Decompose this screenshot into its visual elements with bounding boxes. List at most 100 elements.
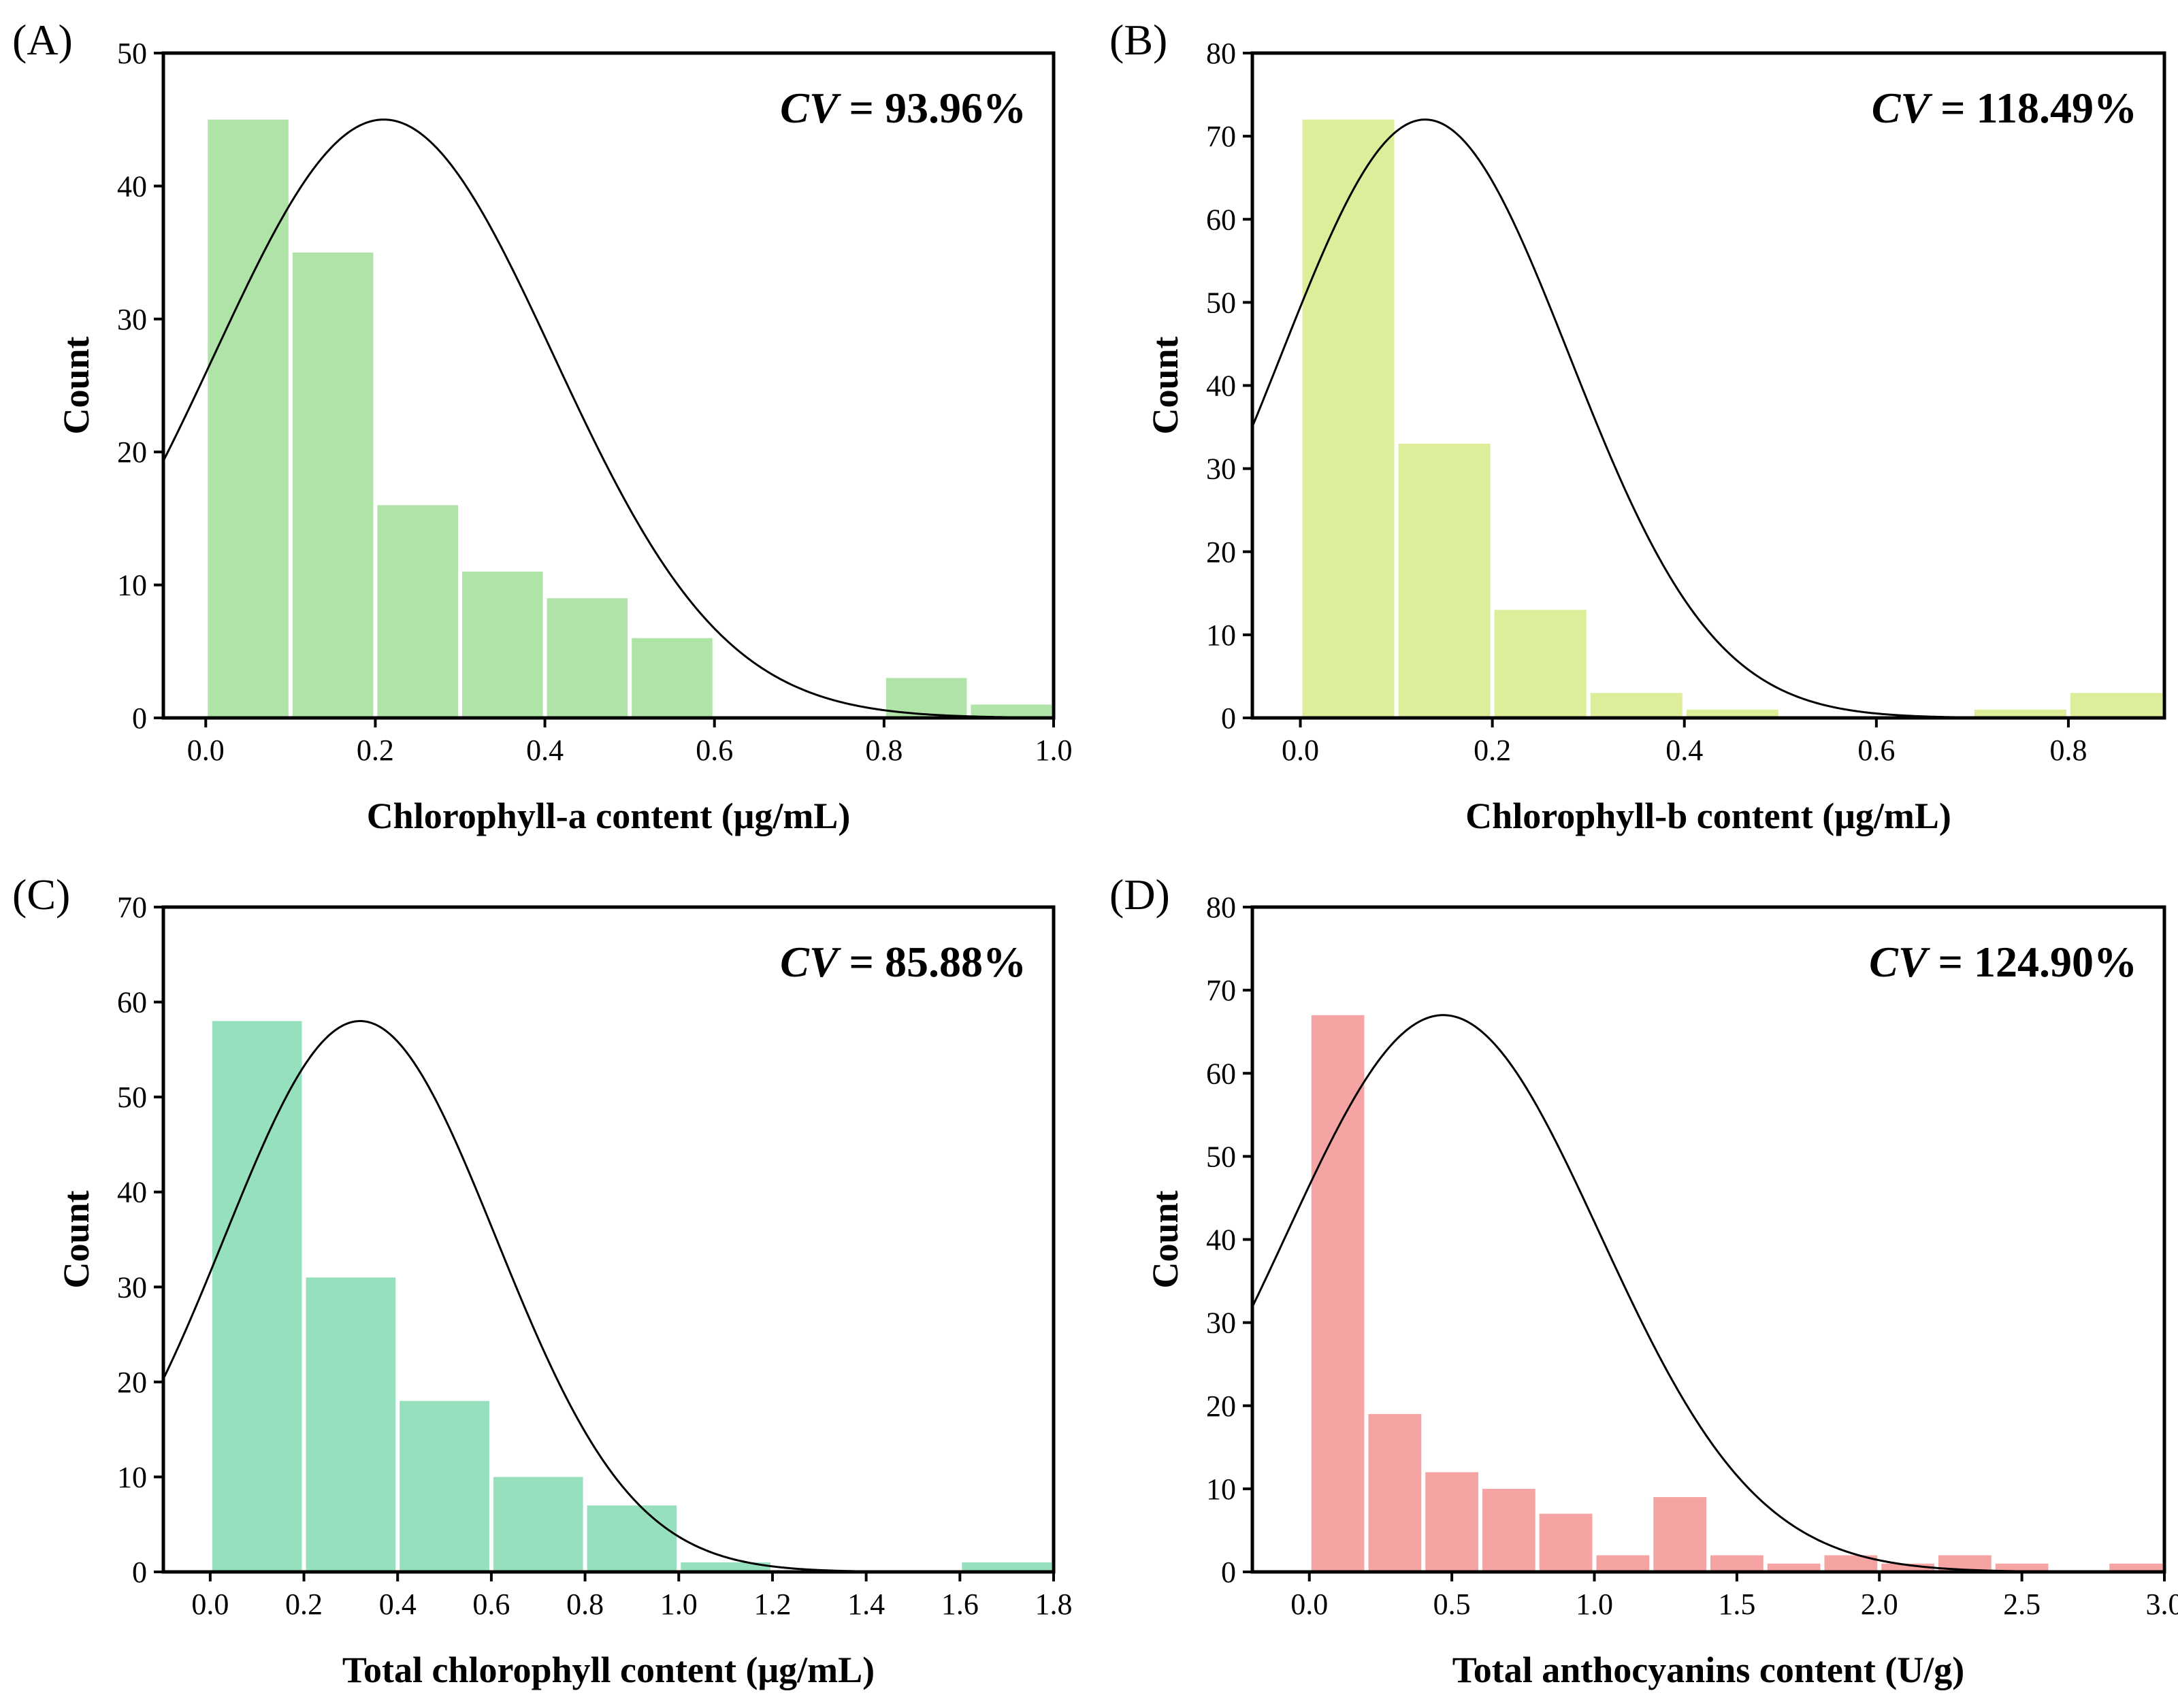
histogram-bar bbox=[547, 598, 628, 718]
plot-frame bbox=[161, 51, 1056, 720]
histogram-bar bbox=[2109, 1563, 2162, 1572]
x-tick-label: 0.6 bbox=[472, 1588, 510, 1621]
panel-label: (C) bbox=[12, 870, 70, 919]
x-axis-label: Total chlorophyll content (μg/mL) bbox=[342, 1649, 875, 1690]
y-tick-label: 40 bbox=[117, 1176, 147, 1209]
x-tick-label: 1.6 bbox=[941, 1588, 979, 1621]
histogram-bar bbox=[632, 638, 713, 718]
x-axis-label: Chlorophyll-a content (μg/mL) bbox=[367, 795, 851, 836]
histogram-bar bbox=[1539, 1513, 1593, 1572]
y-tick-label: 80 bbox=[1206, 37, 1236, 70]
y-tick-label: 10 bbox=[1206, 619, 1236, 652]
histogram-bar bbox=[1710, 1555, 1763, 1572]
y-tick-label: 40 bbox=[117, 169, 147, 203]
x-tick-label: 0.8 bbox=[2049, 734, 2087, 767]
histogram-bar bbox=[1368, 1413, 1422, 1572]
histogram-bar bbox=[2070, 693, 2162, 718]
cv-symbol: CV bbox=[1872, 84, 1934, 132]
y-tick-label: 10 bbox=[117, 1460, 147, 1494]
cv-value: = 93.96% bbox=[839, 84, 1026, 132]
x-tick-label: 2.0 bbox=[1861, 1588, 1898, 1621]
panel-label: (A) bbox=[12, 16, 73, 64]
y-tick-label: 0 bbox=[132, 702, 147, 735]
y-tick-label: 20 bbox=[117, 1366, 147, 1399]
x-tick-label: 1.0 bbox=[1576, 1588, 1613, 1621]
normal-curve bbox=[162, 118, 1054, 719]
histogram-bar bbox=[1425, 1472, 1478, 1572]
histogram-bar bbox=[587, 1505, 677, 1572]
histogram-bar bbox=[1398, 443, 1491, 718]
histogram-bar bbox=[1590, 693, 1683, 718]
x-tick-label: 0.2 bbox=[285, 1588, 323, 1621]
y-tick-label: 0 bbox=[1221, 1556, 1236, 1589]
x-tick-label: 0.6 bbox=[696, 734, 733, 767]
histogram-bar bbox=[962, 1562, 1052, 1572]
x-tick-label: 3.0 bbox=[2146, 1588, 2178, 1621]
y-tick-label: 50 bbox=[1206, 1140, 1236, 1173]
y-tick-label: 40 bbox=[1206, 1223, 1236, 1257]
x-tick-label: 2.5 bbox=[2003, 1588, 2041, 1621]
cv-symbol: CV bbox=[780, 938, 842, 986]
panel-label: (D) bbox=[1109, 870, 1170, 919]
panel-label: (B) bbox=[1109, 16, 1167, 64]
histogram-bar bbox=[212, 1021, 302, 1572]
histogram-bar bbox=[1767, 1563, 1821, 1572]
histogram-bar bbox=[292, 252, 374, 719]
cv-value: = 85.88% bbox=[839, 938, 1026, 986]
cv-symbol: CV bbox=[780, 84, 842, 132]
x-tick-label: 1.8 bbox=[1035, 1588, 1073, 1621]
y-axis-label: Count bbox=[1145, 336, 1186, 434]
y-tick-label: 60 bbox=[117, 986, 147, 1019]
y-tick-label: 70 bbox=[1206, 120, 1236, 153]
y-tick-label: 30 bbox=[1206, 453, 1236, 486]
y-tick-label: 50 bbox=[1206, 286, 1236, 319]
histogram-bar bbox=[1974, 709, 2066, 718]
y-tick-label: 20 bbox=[1206, 536, 1236, 569]
y-tick-label: 20 bbox=[1206, 1390, 1236, 1423]
x-tick-label: 0.2 bbox=[1474, 734, 1511, 767]
y-tick-label: 60 bbox=[1206, 203, 1236, 236]
panel-b: 0.0 0.2 0.4 0.6 0.8 0 10 20 30 40 50 60 70 80 Chloroph… bbox=[1109, 16, 2166, 836]
panel-a: 0.0 0.2 0.4 0.6 0.8 1.0 0 10 20 30 40 50 Chlorophyll… bbox=[12, 16, 1073, 836]
x-tick-label: 0.0 bbox=[1282, 734, 1319, 767]
cv-annotation: CV = 124.90% bbox=[1869, 938, 2137, 986]
y-tick-label: 30 bbox=[117, 303, 147, 336]
x-axis-label: Total anthocyanins content (U/g) bbox=[1452, 1649, 1965, 1690]
plot-frame bbox=[161, 905, 1056, 1574]
y-tick-label: 70 bbox=[117, 891, 147, 924]
y-tick-label: 30 bbox=[1206, 1307, 1236, 1340]
x-tick-label: 0.0 bbox=[1290, 1588, 1328, 1621]
x-tick-label: 0.5 bbox=[1433, 1588, 1471, 1621]
x-tick-label: 0.8 bbox=[566, 1588, 604, 1621]
y-tick-label: 30 bbox=[117, 1270, 147, 1304]
y-axis-label: Count bbox=[1145, 1190, 1186, 1288]
x-tick-label: 1.2 bbox=[753, 1588, 791, 1621]
x-tick-label: 1.0 bbox=[1035, 734, 1073, 767]
histogram-bar bbox=[1302, 119, 1395, 718]
cv-value: = 124.90% bbox=[1928, 938, 2137, 986]
histogram-bar bbox=[400, 1400, 489, 1572]
y-axis-label: Count bbox=[56, 336, 97, 434]
cv-symbol: CV bbox=[1869, 938, 1931, 986]
x-tick-label: 0.6 bbox=[1857, 734, 1895, 767]
histogram-bar bbox=[208, 119, 289, 718]
y-tick-label: 20 bbox=[117, 436, 147, 469]
x-tick-label: 0.0 bbox=[187, 734, 225, 767]
histogram-bar bbox=[493, 1477, 583, 1572]
histogram-bar bbox=[681, 1562, 770, 1572]
cv-value: = 118.49% bbox=[1930, 84, 2137, 132]
y-tick-label: 50 bbox=[117, 37, 147, 70]
y-tick-label: 40 bbox=[1206, 369, 1236, 403]
y-tick-label: 0 bbox=[1221, 702, 1236, 735]
x-tick-label: 0.2 bbox=[357, 734, 394, 767]
x-tick-label: 1.4 bbox=[847, 1588, 885, 1621]
histogram-bar bbox=[1653, 1497, 1706, 1572]
cv-annotation: CV = 118.49% bbox=[1872, 84, 2137, 132]
cv-annotation: CV = 93.96% bbox=[780, 84, 1026, 132]
panel-c: 0.0 0.2 0.4 0.6 0.8 1.0 1.2 1.4 1.6 1.8 0 10 20 30 40 5… bbox=[12, 870, 1073, 1690]
x-tick-label: 0.4 bbox=[379, 1588, 417, 1621]
y-tick-label: 60 bbox=[1206, 1057, 1236, 1090]
histogram-bar bbox=[1686, 709, 1778, 718]
y-tick-label: 10 bbox=[117, 569, 147, 602]
